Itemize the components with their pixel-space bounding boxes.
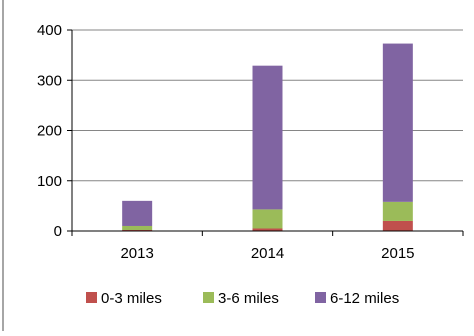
bar-0-3-miles-2015 bbox=[382, 220, 413, 231]
legend-swatch bbox=[315, 292, 326, 303]
bars bbox=[122, 43, 413, 231]
y-tick-label: 300 bbox=[37, 72, 62, 89]
bar-3-6-miles-2015 bbox=[382, 201, 413, 221]
y-tick-label: 0 bbox=[54, 223, 62, 240]
y-tick-label: 100 bbox=[37, 173, 62, 190]
bar-0-3-miles-2013 bbox=[122, 229, 153, 231]
x-tick-label: 2014 bbox=[251, 245, 284, 262]
legend-label: 3-6 miles bbox=[218, 290, 279, 307]
y-tick-label: 400 bbox=[37, 22, 62, 39]
bar-3-6-miles-2014 bbox=[252, 209, 283, 229]
bar-3-6-miles-2013 bbox=[122, 225, 153, 230]
y-tick-labels: 0 100 200 300 400 bbox=[37, 22, 72, 240]
x-tick-labels: 2013 2014 2015 bbox=[71, 231, 464, 262]
legend-label: 0-3 miles bbox=[101, 290, 162, 307]
x-tick-label: 2015 bbox=[381, 245, 414, 262]
legend-swatch bbox=[86, 292, 97, 303]
bar-0-3-miles-2014 bbox=[252, 228, 283, 231]
legend-swatch bbox=[203, 292, 214, 303]
bar-6-12-miles-2013 bbox=[122, 200, 153, 226]
legend: 0-3 miles 3-6 miles 6-12 miles bbox=[86, 290, 399, 307]
legend-label: 6-12 miles bbox=[330, 290, 399, 307]
y-tick-label: 200 bbox=[37, 123, 62, 140]
bar-6-12-miles-2015 bbox=[382, 43, 413, 202]
bar-6-12-miles-2014 bbox=[252, 65, 283, 210]
x-tick-label: 2013 bbox=[120, 245, 153, 262]
